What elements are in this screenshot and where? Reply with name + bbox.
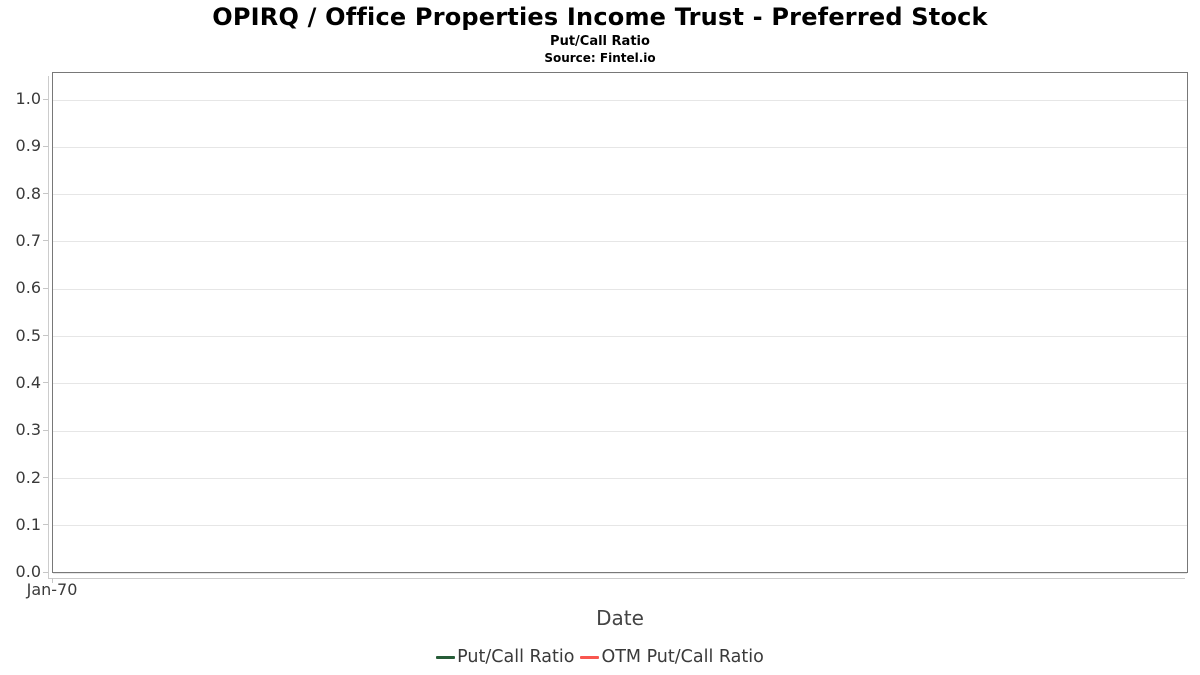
chart-source: Source: Fintel.io bbox=[544, 51, 656, 65]
y-tick-label: 0.0 bbox=[15, 562, 41, 582]
legend-label: OTM Put/Call Ratio bbox=[601, 647, 764, 667]
y-gridline bbox=[53, 336, 1187, 338]
y-gridline bbox=[53, 430, 1187, 432]
y-gridline bbox=[53, 194, 1187, 196]
y-tick-mark bbox=[43, 193, 48, 195]
x-tick-label: Jan-70 bbox=[26, 580, 78, 599]
y-gridline bbox=[53, 288, 1187, 290]
y-gridline bbox=[53, 146, 1187, 148]
y-tick-label: 0.8 bbox=[15, 183, 41, 203]
y-tick-label: 0.9 bbox=[15, 136, 41, 156]
chart-subtitle: Put/Call Ratio bbox=[550, 34, 650, 49]
y-gridline bbox=[53, 572, 1187, 574]
y-tick-mark bbox=[43, 477, 48, 479]
y-gridline bbox=[53, 525, 1187, 527]
legend: Put/Call Ratio OTM Put/Call Ratio bbox=[0, 647, 1200, 667]
plot-area bbox=[52, 72, 1188, 574]
y-tick-mark bbox=[43, 429, 48, 431]
y-tick-mark bbox=[43, 145, 48, 147]
y-tick-label: 0.2 bbox=[15, 467, 41, 487]
y-tick-mark bbox=[43, 335, 48, 337]
legend-swatch-icon bbox=[580, 655, 600, 659]
y-tick-label: 0.5 bbox=[15, 325, 41, 345]
y-tick-label: 1.0 bbox=[15, 89, 41, 108]
y-tick-mark bbox=[43, 287, 48, 289]
legend-item[interactable]: Put/Call Ratio bbox=[436, 647, 574, 667]
y-tick-label: 0.1 bbox=[15, 514, 41, 534]
y-tick-mark bbox=[43, 524, 48, 526]
y-tick-label: 0.4 bbox=[15, 372, 41, 392]
y-tick-label: 0.3 bbox=[15, 420, 41, 440]
y-tick-mark bbox=[43, 98, 48, 100]
y-axis-line bbox=[48, 76, 49, 578]
x-axis-title: Date bbox=[596, 606, 644, 630]
legend-item[interactable]: OTM Put/Call Ratio bbox=[580, 647, 764, 667]
y-gridline bbox=[53, 478, 1187, 480]
y-tick-mark bbox=[43, 382, 48, 384]
y-gridline bbox=[53, 383, 1187, 385]
y-tick-mark bbox=[43, 240, 48, 242]
y-tick-label: 0.7 bbox=[15, 230, 41, 250]
x-axis-line bbox=[48, 578, 1185, 579]
y-tick-label: 0.6 bbox=[15, 278, 41, 298]
y-tick-mark bbox=[43, 571, 48, 573]
y-gridline bbox=[53, 241, 1187, 243]
chart-title: OPIRQ / Office Properties Income Trust -… bbox=[212, 3, 988, 31]
x-tick-mark bbox=[52, 578, 53, 583]
y-gridline bbox=[53, 99, 1187, 101]
legend-swatch-icon bbox=[436, 655, 456, 659]
legend-label: Put/Call Ratio bbox=[457, 647, 575, 667]
